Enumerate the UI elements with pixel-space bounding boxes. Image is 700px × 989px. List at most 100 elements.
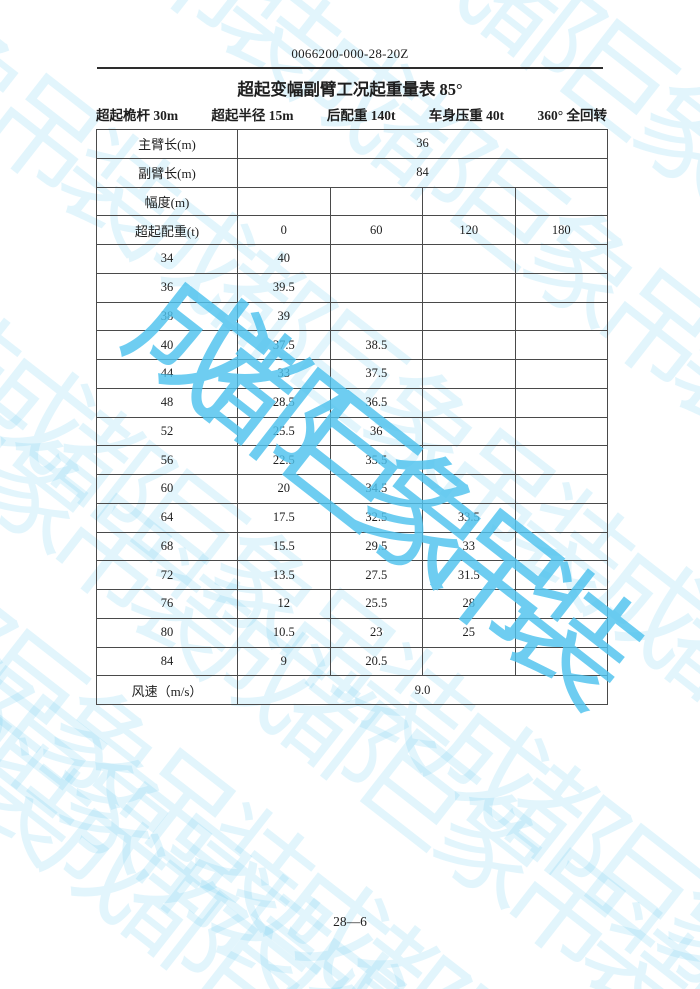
main-boom-value: 36 (237, 129, 608, 159)
capacity-row: 72 13.5 27.5 31.5 (96, 560, 608, 590)
radius-value: 36 (96, 272, 238, 303)
jib-label: 副臂长(m) (96, 157, 238, 188)
radius-value: 68 (96, 531, 238, 562)
radius-value: 56 (96, 445, 238, 475)
capacity-value: 32.5 (329, 502, 423, 533)
capacity-value (514, 646, 608, 677)
counterweight-row: 超起配重(t) 0 60 120 180 (96, 215, 608, 245)
capacity-value: 9 (237, 646, 331, 677)
capacity-value (514, 359, 608, 389)
wind-speed-row: 风速（m/s） 9.0 (96, 675, 608, 705)
wind-speed-value: 9.0 (237, 675, 608, 705)
capacity-value: 12 (237, 589, 331, 619)
main-boom-label: 主臂长(m) (96, 129, 238, 159)
radius-value: 84 (96, 646, 238, 677)
capacity-value: 28 (422, 589, 516, 619)
capacity-value: 10.5 (237, 617, 331, 648)
wind-speed-label: 风速（m/s） (96, 675, 238, 705)
capacity-value: 13.5 (237, 560, 331, 590)
capacity-value: 27.5 (329, 560, 423, 590)
capacity-value: 33 (422, 531, 516, 562)
capacity-row: 34 40 (96, 244, 608, 274)
capacity-value: 23 (329, 617, 423, 648)
counterweight-value: 0 (237, 215, 331, 245)
capacity-value (514, 330, 608, 360)
capacity-value: 20 (237, 474, 331, 504)
counterweight-value: 60 (329, 215, 423, 245)
capacity-row: 80 10.5 23 25 (96, 617, 608, 648)
capacity-value (514, 560, 608, 590)
capacity-value (514, 531, 608, 562)
counterweight-value: 120 (422, 215, 516, 245)
capacity-value: 25 (422, 617, 516, 648)
capacity-row: 36 39.5 (96, 272, 608, 303)
counterweight-label: 超起配重(t) (96, 215, 238, 245)
radius-value: 52 (96, 416, 238, 447)
jib-value: 84 (237, 157, 608, 188)
capacity-value (514, 502, 608, 533)
radius-value: 38 (96, 301, 238, 332)
capacity-row: 44 33 37.5 (96, 359, 608, 389)
counterweight-value: 180 (514, 215, 608, 245)
radius-value: 72 (96, 560, 238, 590)
capacity-value: 25.5 (329, 589, 423, 619)
capacity-value (422, 387, 516, 418)
capacity-value (514, 416, 608, 447)
radius-value: 44 (96, 359, 238, 389)
spec-carbody-weight: 车身压重 40t (428, 108, 505, 123)
radius-value: 40 (96, 330, 238, 360)
capacity-value: 39.5 (237, 272, 331, 303)
capacity-value: 31.5 (422, 560, 516, 590)
capacity-value: 20.5 (329, 646, 423, 677)
capacity-value (514, 387, 608, 418)
header-rule (97, 67, 603, 69)
capacity-row: 48 28.5 36.5 (96, 387, 608, 418)
capacity-value (329, 272, 423, 303)
capacity-value: 22.5 (237, 445, 331, 475)
capacity-value (422, 445, 516, 475)
radius-value: 48 (96, 387, 238, 418)
capacity-value (422, 301, 516, 332)
capacity-row: 52 25.5 36 (96, 416, 608, 447)
capacity-value: 38.5 (329, 330, 423, 360)
capacity-value: 37.5 (237, 330, 331, 360)
empty-cell (422, 186, 516, 217)
empty-cell (329, 186, 423, 217)
capacity-value (422, 359, 516, 389)
page-title: 超起变幅副臂工况起重量表 85° (237, 80, 463, 99)
empty-cell (237, 186, 331, 217)
spec-mast: 超起桅杆 30m (96, 108, 179, 123)
capacity-row: 56 22.5 35.5 (96, 445, 608, 475)
main-boom-row: 主臂长(m) 36 (96, 129, 608, 159)
capacity-value (422, 646, 516, 677)
capacity-value (514, 617, 608, 648)
spec-line: 超起桅杆 30m 超起半径 15m 后配重 140t 车身压重 40t 360°… (96, 104, 607, 124)
radius-value: 34 (96, 244, 238, 274)
capacity-value (422, 474, 516, 504)
capacity-value: 34.5 (329, 474, 423, 504)
jib-row: 副臂长(m) 84 (96, 157, 608, 188)
capacity-value: 40 (237, 244, 331, 274)
radius-value: 80 (96, 617, 238, 648)
empty-cell (514, 186, 608, 217)
radius-value: 64 (96, 502, 238, 533)
capacity-value: 35.5 (329, 445, 423, 475)
capacity-value (514, 272, 608, 303)
capacity-value (422, 244, 516, 274)
capacity-value: 17.5 (237, 502, 331, 533)
spec-rear-counterweight: 后配重 140t (326, 108, 396, 123)
capacity-value: 36 (329, 416, 423, 447)
capacity-value (514, 301, 608, 332)
capacity-value: 39 (237, 301, 331, 332)
capacity-value (422, 272, 516, 303)
capacity-value (329, 301, 423, 332)
capacity-row: 38 39 (96, 301, 608, 332)
capacity-row: 84 9 20.5 (96, 646, 608, 677)
capacity-row: 76 12 25.5 28 (96, 589, 608, 619)
capacity-value (422, 416, 516, 447)
capacity-value (329, 244, 423, 274)
radius-header-row: 幅度(m) (96, 186, 608, 217)
spec-slewing: 360° 全回转 (537, 108, 607, 123)
